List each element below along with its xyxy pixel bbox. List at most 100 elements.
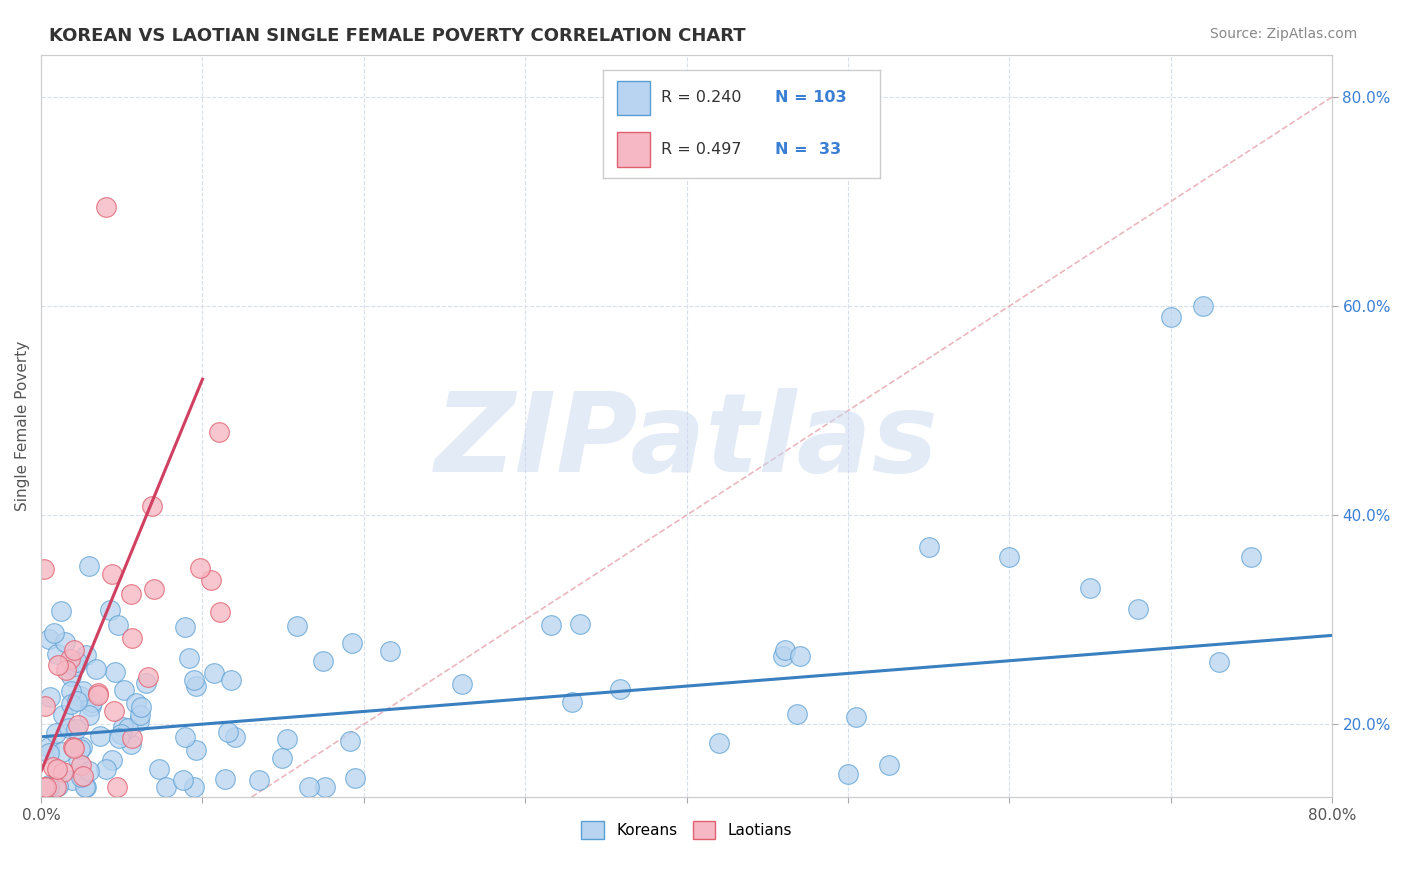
Point [148, 762, 170, 776]
Point [51, 746, 73, 760]
Point [82, 694, 104, 708]
Point [46, 658, 69, 673]
Point [65, 722, 87, 736]
Point [142, 582, 165, 597]
Point [70, 757, 93, 772]
Point [450, 676, 472, 690]
Point [378, 644, 401, 658]
Point [609, 681, 631, 696]
Point [39, 690, 62, 705]
Point [34, 562, 56, 576]
Point [174, 731, 197, 745]
Point [103, 665, 125, 679]
Point [66, 718, 89, 732]
Point [52, 707, 75, 722]
Point [101, 752, 124, 766]
Point [59, 652, 82, 666]
Point [276, 732, 298, 747]
Point [141, 500, 163, 514]
Point [98, 602, 121, 616]
Point [69, 690, 91, 704]
Point [1192, 299, 1215, 313]
Point [789, 648, 811, 663]
Point [60, 668, 83, 682]
Point [89, 729, 111, 743]
Point [66, 655, 89, 669]
Point [786, 707, 808, 722]
Point [38, 780, 60, 794]
Point [67, 752, 90, 766]
Point [1240, 549, 1263, 564]
Point [69, 770, 91, 784]
Point [38, 778, 60, 792]
Point [103, 704, 125, 718]
Point [121, 731, 143, 746]
Point [184, 679, 207, 693]
Point [45, 726, 67, 740]
Point [188, 561, 211, 575]
Point [112, 683, 135, 698]
Point [84, 661, 107, 675]
Point [540, 618, 562, 632]
Point [112, 721, 135, 735]
Point [51, 604, 73, 618]
Point [271, 750, 294, 764]
Point [120, 737, 142, 751]
Point [86, 686, 108, 700]
Point [42, 760, 65, 774]
Point [998, 549, 1021, 564]
Point [561, 695, 583, 709]
Point [1160, 310, 1182, 324]
Point [124, 696, 146, 710]
Point [179, 651, 201, 665]
Point [101, 567, 124, 582]
Point [775, 642, 797, 657]
Point [77, 558, 100, 573]
Point [105, 780, 128, 794]
Point [209, 605, 232, 619]
Point [60, 772, 83, 787]
Point [65, 694, 87, 708]
Point [69, 742, 91, 756]
Point [107, 618, 129, 632]
Point [174, 619, 197, 633]
Point [55, 635, 77, 649]
Point [202, 665, 225, 680]
Point [120, 587, 142, 601]
Point [183, 673, 205, 688]
Point [314, 780, 336, 794]
Point [917, 540, 939, 554]
Point [75, 780, 97, 794]
Point [219, 673, 242, 687]
Point [45, 780, 67, 794]
Point [62, 740, 84, 755]
Point [845, 710, 868, 724]
Point [136, 670, 159, 684]
Point [879, 757, 901, 772]
Point [569, 617, 592, 632]
Point [172, 773, 194, 788]
Point [183, 780, 205, 794]
Point [77, 764, 100, 778]
Point [35, 780, 58, 794]
Point [94, 200, 117, 214]
Point [63, 741, 86, 756]
Point [224, 730, 246, 744]
Point [214, 772, 236, 786]
Point [45, 647, 67, 661]
Point [72, 683, 94, 698]
Point [65, 659, 87, 673]
Point [186, 743, 208, 757]
Point [58, 721, 80, 735]
Text: ZIPatlas: ZIPatlas [434, 388, 938, 495]
Point [155, 780, 177, 794]
Point [772, 649, 794, 664]
Point [247, 773, 270, 788]
Point [59, 683, 82, 698]
Point [108, 731, 131, 745]
Point [94, 762, 117, 776]
Point [63, 642, 86, 657]
Point [312, 654, 335, 668]
Y-axis label: Single Female Poverty: Single Female Poverty [15, 341, 30, 511]
Point [121, 631, 143, 645]
